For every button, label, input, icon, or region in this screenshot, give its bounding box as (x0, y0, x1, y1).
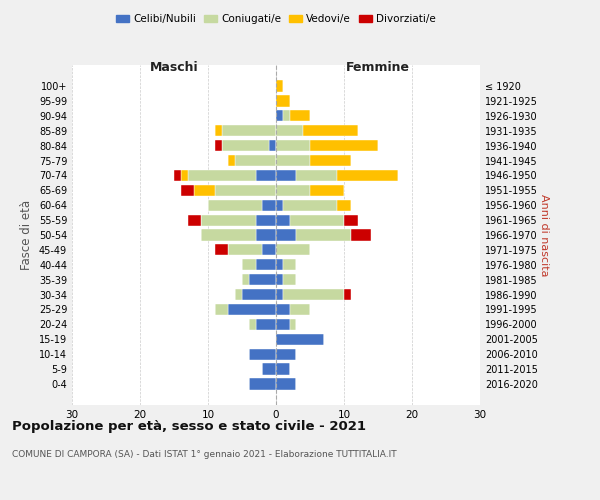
Bar (276, 125, 303, 136)
Bar (276, 214, 290, 226)
Bar (283, 274, 296, 285)
Bar (262, 364, 276, 374)
Bar (276, 170, 296, 181)
Legend: Celibi/Nubili, Coniugati/e, Vedovi/e, Divorziati/e: Celibi/Nubili, Coniugati/e, Vedovi/e, Di… (112, 10, 440, 29)
Bar (283, 289, 344, 300)
Bar (229, 244, 262, 256)
Bar (215, 304, 229, 315)
Bar (276, 289, 283, 300)
Bar (242, 274, 249, 285)
Bar (344, 289, 351, 300)
Bar (296, 230, 351, 240)
Bar (310, 184, 344, 196)
Bar (242, 259, 256, 270)
Bar (181, 184, 194, 196)
Text: COMUNE DI CAMPORA (SA) - Dati ISTAT 1° gennaio 2021 - Elaborazione TUTTITALIA.IT: COMUNE DI CAMPORA (SA) - Dati ISTAT 1° g… (12, 450, 397, 459)
Bar (337, 200, 351, 211)
Bar (276, 184, 310, 196)
Bar (276, 140, 310, 151)
Bar (188, 170, 256, 181)
Bar (215, 244, 229, 256)
Bar (351, 230, 371, 240)
Bar (296, 170, 337, 181)
Bar (276, 334, 323, 345)
Bar (249, 348, 276, 360)
Bar (276, 304, 290, 315)
Bar (256, 230, 276, 240)
Bar (181, 170, 188, 181)
Bar (276, 230, 296, 240)
Bar (276, 348, 296, 360)
Bar (290, 110, 310, 122)
Bar (276, 80, 283, 92)
Bar (201, 230, 256, 240)
Bar (242, 289, 276, 300)
Bar (337, 170, 398, 181)
Bar (262, 244, 276, 256)
Bar (303, 125, 358, 136)
Bar (276, 96, 290, 106)
Bar (283, 200, 337, 211)
Bar (249, 378, 276, 390)
Bar (276, 364, 290, 374)
Bar (269, 140, 276, 151)
Bar (310, 140, 378, 151)
Bar (188, 214, 201, 226)
Bar (262, 200, 276, 211)
Bar (174, 170, 181, 181)
Bar (229, 155, 235, 166)
Bar (344, 214, 358, 226)
Bar (276, 378, 296, 390)
Bar (256, 214, 276, 226)
Bar (235, 289, 242, 300)
Bar (256, 259, 276, 270)
Bar (221, 125, 276, 136)
Bar (290, 304, 310, 315)
Bar (290, 319, 296, 330)
Bar (215, 140, 221, 151)
Bar (276, 200, 283, 211)
Bar (276, 110, 283, 122)
Bar (208, 200, 262, 211)
Text: Femmine: Femmine (346, 61, 410, 74)
Bar (283, 259, 296, 270)
Bar (194, 184, 215, 196)
Bar (249, 274, 276, 285)
Bar (290, 214, 344, 226)
Bar (221, 140, 269, 151)
Bar (276, 155, 310, 166)
Y-axis label: Fasce di età: Fasce di età (20, 200, 33, 270)
Bar (283, 110, 290, 122)
Bar (201, 214, 256, 226)
Bar (235, 155, 276, 166)
Bar (249, 319, 256, 330)
Y-axis label: Anni di nascita: Anni di nascita (539, 194, 549, 276)
Bar (215, 125, 221, 136)
Bar (256, 170, 276, 181)
Text: Popolazione per età, sesso e stato civile - 2021: Popolazione per età, sesso e stato civil… (12, 420, 366, 433)
Bar (276, 259, 283, 270)
Bar (276, 244, 310, 256)
Bar (256, 319, 276, 330)
Bar (276, 319, 290, 330)
Bar (229, 304, 276, 315)
Bar (215, 184, 276, 196)
Bar (276, 274, 283, 285)
Text: Maschi: Maschi (149, 61, 199, 74)
Bar (310, 155, 351, 166)
